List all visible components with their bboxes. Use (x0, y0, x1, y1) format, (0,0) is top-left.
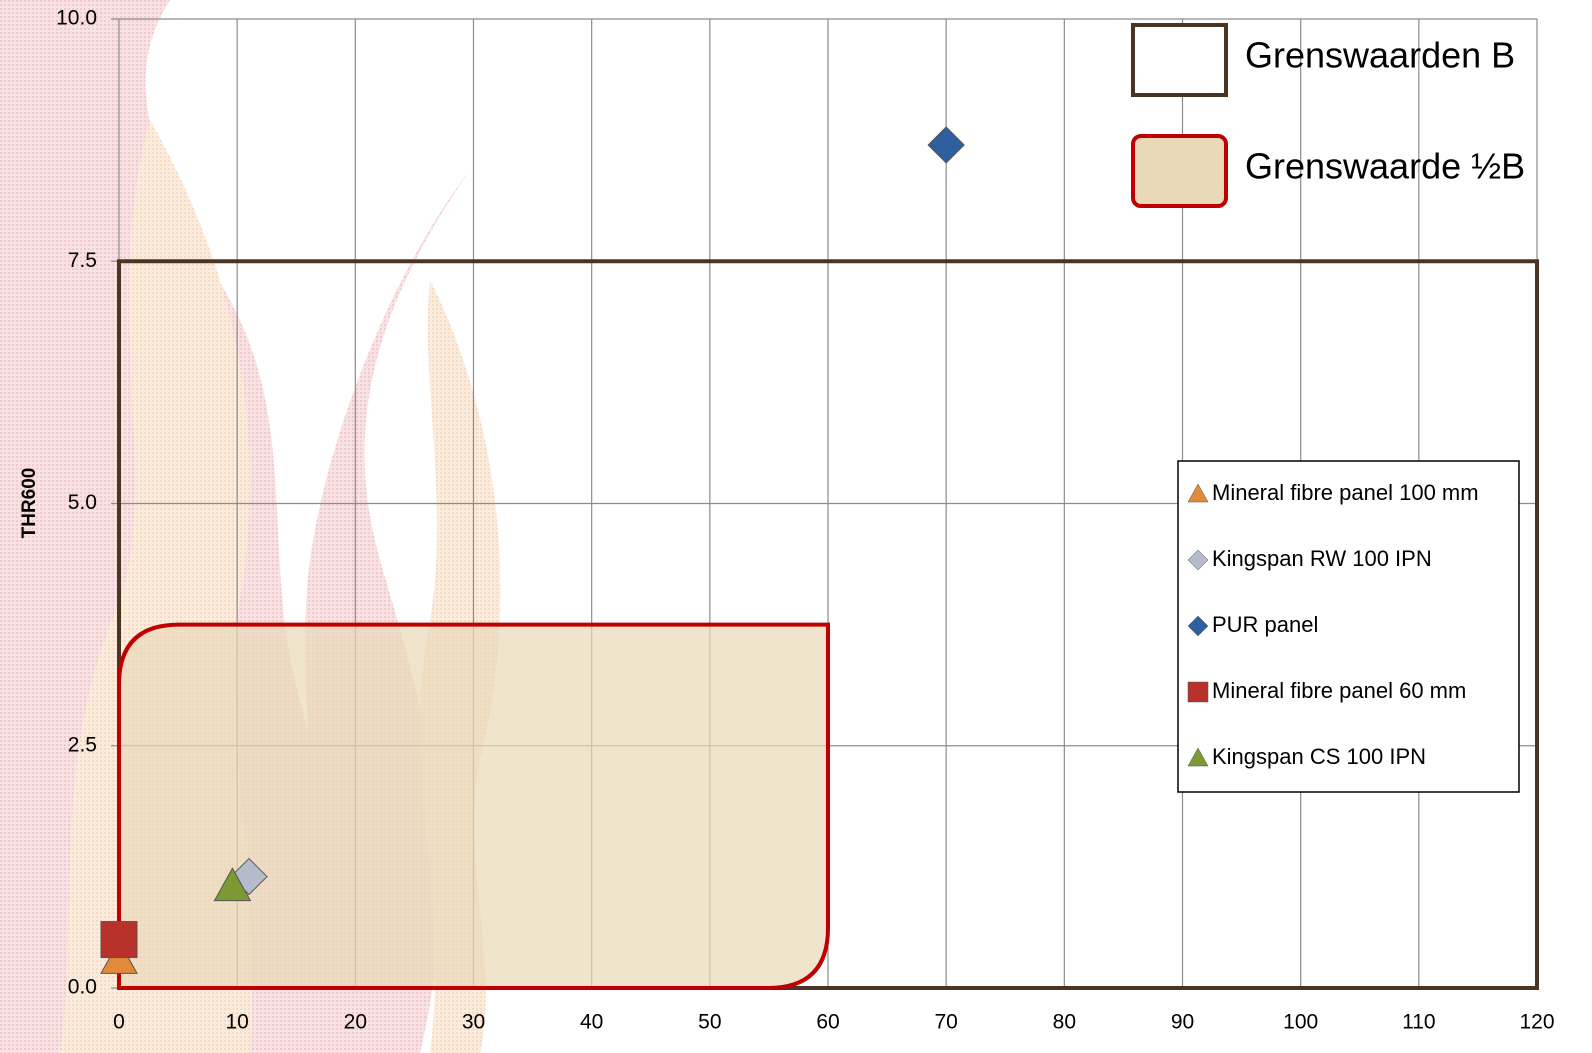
legend: Mineral fibre panel 100 mm Kingspan RW 10… (1178, 461, 1519, 792)
point (928, 127, 964, 163)
region-legend-swatch (1133, 25, 1226, 95)
legend-marker (1188, 682, 1208, 702)
point (101, 922, 137, 958)
y-tick-label: 2.5 (68, 733, 97, 756)
x-tick-label: 60 (816, 1011, 839, 1034)
x-tick-label: 100 (1283, 1011, 1318, 1034)
x-tick-label: 120 (1519, 1011, 1554, 1034)
x-tick-label: 20 (344, 1011, 367, 1034)
x-tick-label: 40 (580, 1011, 603, 1034)
x-tick-label: 0 (113, 1011, 125, 1034)
legend-label: Kingspan CS 100 IPN (1212, 744, 1426, 769)
x-tick-label: 50 (698, 1011, 721, 1034)
chart: 0 10 20 30 40 50 60 70 80 90 100 110 120 0.0 2.5 5.0 7.5… (0, 0, 1592, 1053)
legend-label: Mineral fibre panel 60 mm (1212, 678, 1466, 703)
region (119, 625, 828, 988)
legend-label: PUR panel (1212, 612, 1318, 637)
y-tick-label: 0.0 (68, 976, 97, 999)
y-tick-label: 7.5 (68, 249, 97, 272)
y-tick-label: 10.0 (56, 7, 97, 30)
x-tick-label: 80 (1053, 1011, 1076, 1034)
region-legend-label: Grenswaarde ½B (1245, 146, 1525, 187)
x-tick-label: 110 (1402, 1011, 1435, 1034)
legend-label: Kingspan RW 100 IPN (1212, 546, 1432, 571)
region-legend-label: Grenswaarden B (1245, 35, 1515, 76)
x-tick-label: 10 (225, 1011, 248, 1034)
x-tick-label: 90 (1171, 1011, 1194, 1034)
page: {"chart_data": {"type": "scatter", "y_la… (0, 0, 1592, 1053)
region-legend-swatch (1133, 136, 1226, 206)
legend-label: Mineral fibre panel 100 mm (1212, 480, 1479, 505)
y-axis-label: THR600 (19, 468, 40, 539)
x-tick-label: 30 (462, 1011, 485, 1034)
y-tick-label: 5.0 (68, 491, 97, 514)
x-tick-label: 70 (934, 1011, 957, 1034)
